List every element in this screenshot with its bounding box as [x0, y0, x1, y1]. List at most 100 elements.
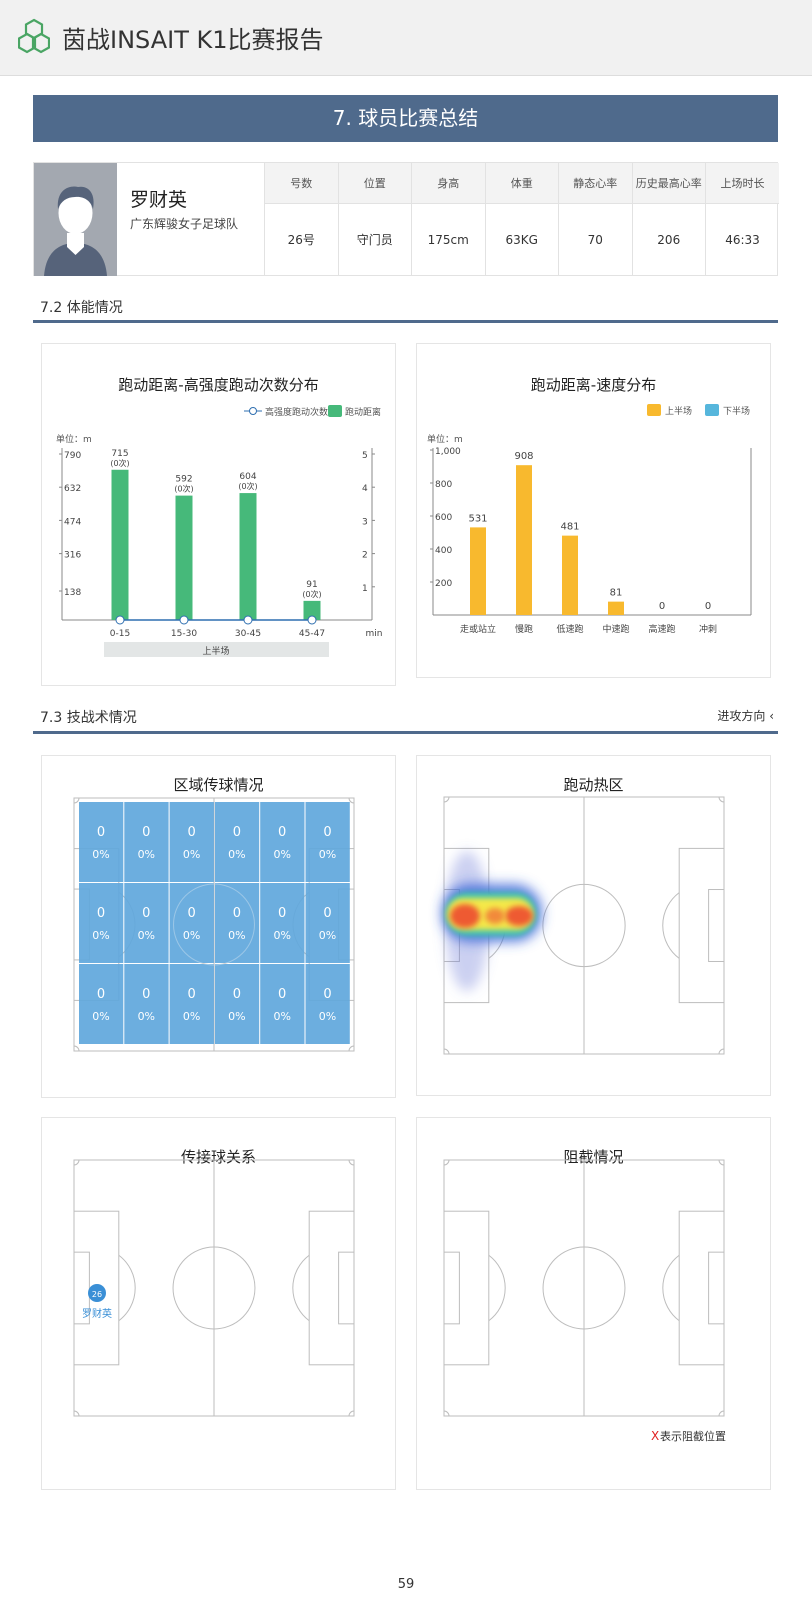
zone-pass-count: 0 [187, 906, 195, 921]
zone-pass-count: 0 [142, 825, 150, 840]
distance-intensity-chart-panel: 跑动距离-高强度跑动次数分布 高强度跑动次数 跑动距离 单位：m 790 632 474 3… [41, 343, 396, 686]
pass-network-pitch: 26 罗财英 [73, 1159, 355, 1417]
corner-arc [443, 1159, 450, 1166]
corner-arc [348, 1045, 355, 1052]
zone-pass-panel: 区域传球情况 0 0% 0 0% 0 0% 0 0% 0 0% 0 0% 0 0% 0 0% 0 0% 0 0% 0 0%… [41, 755, 396, 1098]
corner-arc [718, 1410, 725, 1417]
legend-swatch [705, 404, 719, 416]
stat-header: 静态心率 [558, 163, 632, 204]
penalty-box-right [308, 1210, 355, 1366]
bar-value-label: 91 [306, 580, 317, 590]
distance-bar [175, 495, 193, 620]
zone-pass-count: 0 [142, 906, 150, 921]
count-point [179, 615, 189, 625]
zone-pass-percent: 0% [273, 929, 290, 942]
zone-pass-percent: 0% [92, 848, 109, 861]
zone-pass-percent: 0% [92, 1010, 109, 1023]
bar-value-label: 715 [111, 449, 128, 459]
zone-pass-percent: 0% [92, 929, 109, 942]
avatar [34, 163, 117, 276]
zone-cell [260, 802, 305, 882]
attack-direction-label: 进攻方向 ‹ [717, 709, 774, 723]
legend-swatch [647, 404, 661, 416]
zone-pass-percent: 0% [138, 1010, 155, 1023]
player-stat-table: 号数 位置 身高 体重 静态心率 历史最高心率 上场时长 26号 守门员 175… [264, 163, 779, 276]
bar-value-label: 592 [175, 475, 192, 485]
stat-header: 位置 [337, 163, 412, 204]
goal-box-right [708, 1251, 725, 1325]
count-label: (0次) [174, 484, 193, 494]
stat-value: 46:33 [705, 203, 779, 276]
y-tick-label: 790 [64, 451, 81, 461]
unit-label: 单位：m [56, 433, 92, 445]
x-tick-label: 0-15 [110, 629, 130, 639]
zone-cell [124, 802, 169, 882]
x-tick-label: 高速跑 [648, 623, 675, 635]
interception-legend-text: 表示阻截位置 [660, 1429, 726, 1443]
zone-pass-count: 0 [97, 987, 105, 1002]
zone-pass-percent: 0% [228, 848, 245, 861]
zone-pass-percent: 0% [273, 1010, 290, 1023]
legend-swatch [328, 405, 342, 417]
section-title: 7. 球员比赛总结 [33, 95, 778, 142]
pass-network-panel: 传接球关系 26 罗财英 [41, 1117, 396, 1490]
zone-cell [169, 802, 214, 882]
corner-arc [73, 1410, 80, 1417]
panel-title: 跑动热区 [563, 776, 624, 794]
stat-value-row: 26号 守门员 175cm 63KG 70 206 46:33 [264, 203, 779, 276]
distance-speed-chart-panel: 跑动距离-速度分布 上半场 下半场 单位：m 1,000 800 600 400 200 531… [416, 343, 771, 678]
penalty-arc-right [662, 1254, 680, 1322]
x-tick-label: 30-45 [235, 629, 261, 639]
distance-bar [303, 600, 321, 620]
fitness-heading: 7.2 体能情况 [40, 300, 123, 316]
zone-pass-count: 0 [278, 825, 286, 840]
bar-value-label: 81 [610, 588, 623, 599]
zone-pass-count: 0 [233, 825, 241, 840]
chart-title: 跑动距离-速度分布 [530, 376, 657, 394]
panel-title: 传接球关系 [180, 1148, 256, 1166]
zone-pass-count: 0 [233, 906, 241, 921]
zone-pass-count: 0 [142, 987, 150, 1002]
zone-cell [260, 964, 305, 1044]
legend-label: 下半场 [723, 405, 750, 417]
stat-header: 上场时长 [705, 163, 779, 204]
stat-value: 26号 [264, 203, 338, 276]
y-tick-label: 800 [435, 480, 452, 490]
zone-pass-percent: 0% [183, 848, 200, 861]
heatmap-blob [442, 851, 542, 991]
x-tick-label: 低速跑 [556, 623, 583, 635]
zone-pass-count: 0 [187, 987, 195, 1002]
zone-pass-count: 0 [97, 906, 105, 921]
corner-arc [73, 797, 80, 804]
bar-value-label: 481 [560, 522, 579, 533]
heatmap-pitch [442, 796, 725, 1055]
y2-tick-label: 2 [362, 551, 368, 561]
person-silhouette-icon [34, 163, 117, 276]
panel-title: 阻截情况 [563, 1148, 624, 1166]
zone-pass-count: 0 [278, 906, 286, 921]
y-tick-label: 138 [64, 588, 81, 598]
corner-arc [718, 1159, 725, 1166]
heat-hot-zone [450, 904, 480, 928]
x-tick-label: 15-30 [171, 629, 197, 639]
zone-pass-percent: 0% [319, 929, 336, 942]
zone-cell [124, 883, 169, 963]
zone-cell [79, 964, 124, 1044]
penalty-box-right [678, 1210, 725, 1366]
zone-pass-count: 0 [323, 825, 331, 840]
stat-value: 守门员 [337, 203, 412, 276]
interception-panel: 阻截情况 X 表示阻截位置 [416, 1117, 771, 1490]
zone-pass-percent: 0% [138, 848, 155, 861]
bar-value-label: 0 [705, 601, 711, 612]
center-circle [173, 883, 255, 966]
half-band [104, 642, 329, 657]
player-team: 广东辉骏女子足球队 [130, 217, 239, 231]
zone-pass-percent: 0% [183, 929, 200, 942]
heat-hot-zone [505, 906, 533, 926]
stat-header: 体重 [484, 163, 559, 204]
distance-intensity-chart: 高强度跑动次数 跑动距离单位：m79063247431613854321715(0… [56, 405, 382, 657]
zone-pass-count: 0 [187, 825, 195, 840]
unit-label: 单位：m [427, 433, 463, 445]
zone-cell [214, 883, 260, 963]
y-tick-label: 474 [64, 517, 81, 527]
